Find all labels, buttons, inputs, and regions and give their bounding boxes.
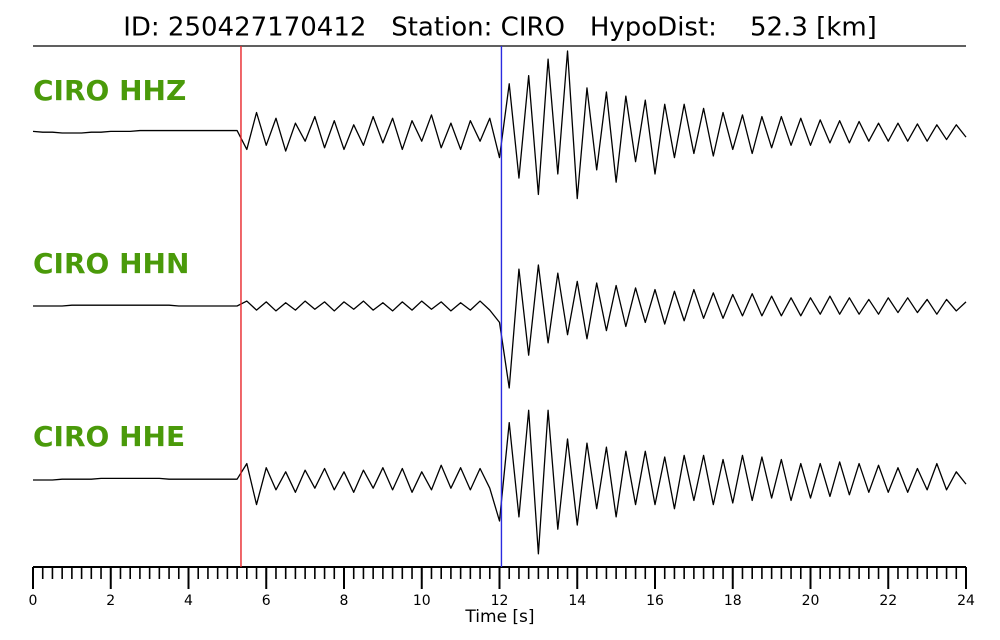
x-tick-label: 20 [802,593,820,609]
x-tick-label: 18 [724,593,742,609]
x-tick-label: 0 [29,593,38,609]
x-tick-label: 8 [340,593,349,609]
waveform [33,264,967,389]
x-tick-label: 14 [568,593,586,609]
x-tick-label: 6 [262,593,271,609]
x-tick-label: 16 [646,593,664,609]
x-tick-label: 4 [184,593,193,609]
x-tick-label: 24 [957,593,975,609]
x-tick-label: 10 [413,593,431,609]
trace-label: CIRO HHN [33,247,189,280]
chart-title: ID: 250427170412 Station: CIRO HypoDist:… [123,13,877,43]
trace-label: CIRO HHZ [33,74,186,107]
trace-label: CIRO HHE [33,420,185,453]
x-tick-label: 22 [879,593,897,609]
x-tick-label: 2 [106,593,115,609]
waveform [33,409,967,555]
x-tick-label: 12 [491,593,509,609]
waveform [32,50,967,200]
x-axis-label: Time [s] [464,607,534,627]
